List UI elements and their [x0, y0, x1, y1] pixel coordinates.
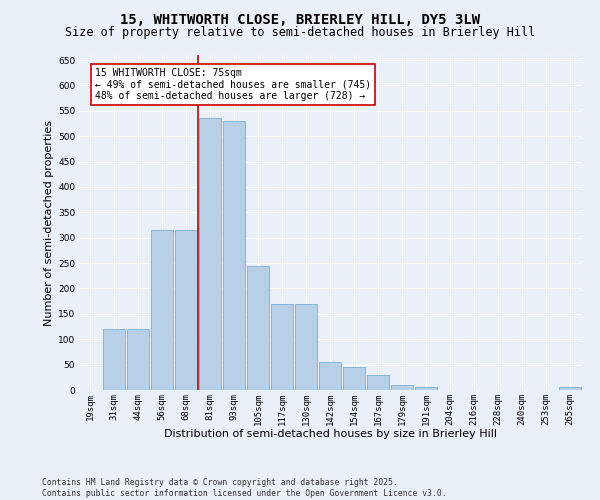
Bar [343, 367, 365, 390]
Bar [415, 388, 437, 390]
Bar [199, 118, 221, 390]
Bar [103, 329, 125, 390]
Bar [271, 304, 293, 390]
Bar [559, 388, 581, 390]
Bar [319, 362, 341, 390]
Bar [295, 304, 317, 390]
X-axis label: Distribution of semi-detached houses by size in Brierley Hill: Distribution of semi-detached houses by … [163, 429, 497, 439]
Y-axis label: Number of semi-detached properties: Number of semi-detached properties [44, 120, 54, 326]
Text: 15 WHITWORTH CLOSE: 75sqm
← 49% of semi-detached houses are smaller (745)
48% of: 15 WHITWORTH CLOSE: 75sqm ← 49% of semi-… [95, 68, 371, 101]
Bar [127, 329, 149, 390]
Bar [151, 230, 173, 390]
Bar [223, 121, 245, 390]
Text: Size of property relative to semi-detached houses in Brierley Hill: Size of property relative to semi-detach… [65, 26, 535, 39]
Bar [247, 266, 269, 390]
Text: 15, WHITWORTH CLOSE, BRIERLEY HILL, DY5 3LW: 15, WHITWORTH CLOSE, BRIERLEY HILL, DY5 … [120, 12, 480, 26]
Bar [367, 375, 389, 390]
Text: Contains HM Land Registry data © Crown copyright and database right 2025.
Contai: Contains HM Land Registry data © Crown c… [42, 478, 446, 498]
Bar [175, 230, 197, 390]
Bar [391, 385, 413, 390]
